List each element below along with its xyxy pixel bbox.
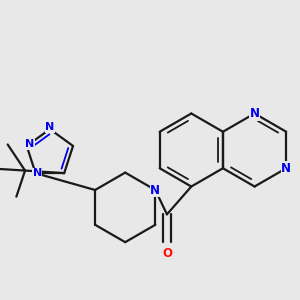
Text: N: N	[25, 139, 34, 149]
Text: N: N	[45, 122, 55, 132]
Text: N: N	[250, 107, 260, 120]
Text: N: N	[150, 184, 160, 196]
Text: N: N	[281, 162, 291, 175]
Text: O: O	[162, 247, 172, 260]
Text: N: N	[33, 168, 42, 178]
